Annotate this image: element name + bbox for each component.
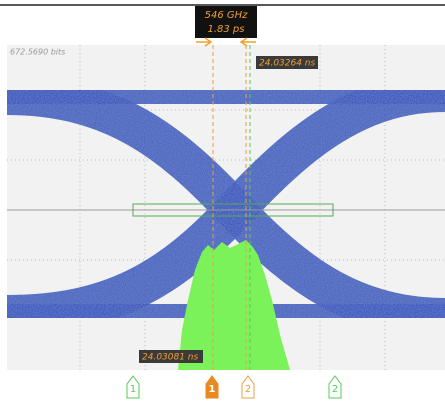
marker-shape[interactable] [328,375,342,399]
bottom-time: 24.03081 ns [142,353,199,363]
marker-shape[interactable] [205,375,219,399]
period: 1.83 ps [207,24,244,35]
histogram [178,240,290,370]
marker-label[interactable]: 2 [245,384,251,395]
marker-label[interactable]: 1 [209,384,216,395]
time-box [256,56,318,69]
marker-label[interactable]: 1 [130,384,136,395]
time-box [139,350,203,363]
marker-label[interactable]: 2 [332,384,338,395]
mask [132,203,334,217]
marker-shape[interactable] [241,375,255,399]
top-time: 24.03264 ns [259,59,316,69]
period-arrows [196,37,256,47]
scale-label: 672.5690 bits [10,48,65,57]
marker-shape[interactable] [126,375,140,399]
readout-box [195,6,257,38]
frequency: 546 GHz [205,10,249,21]
